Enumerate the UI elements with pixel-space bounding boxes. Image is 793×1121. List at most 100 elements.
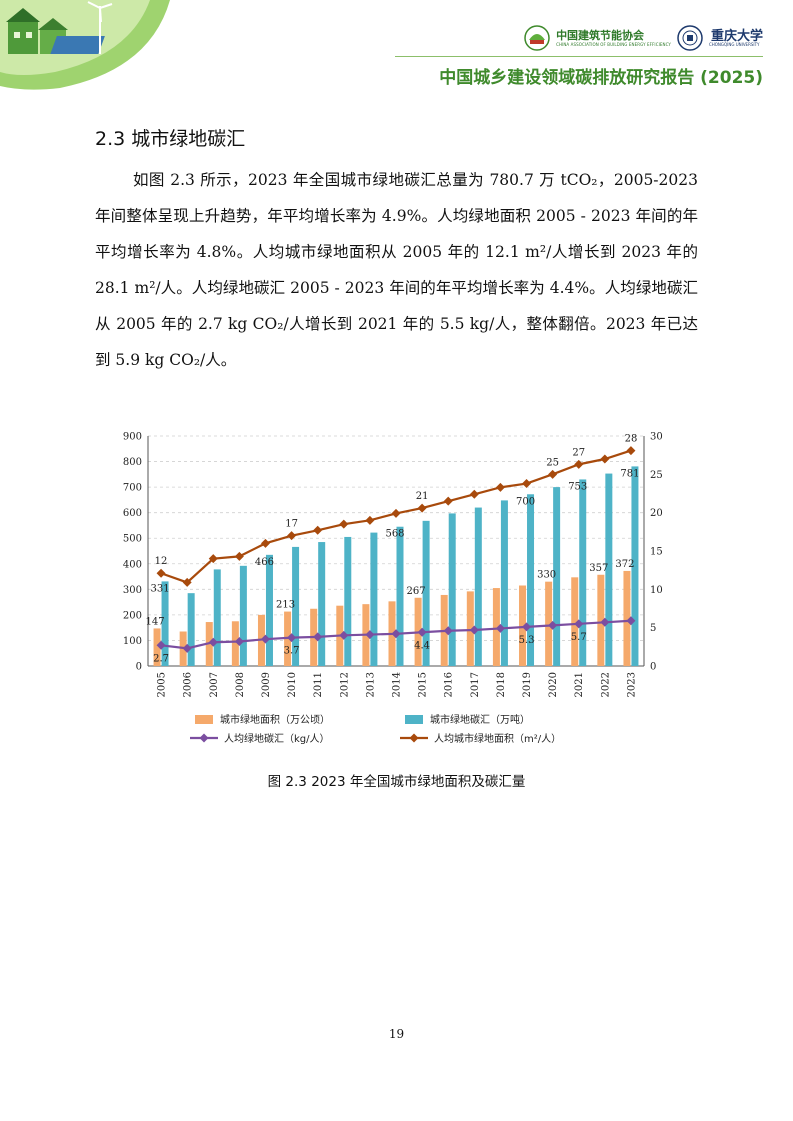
university-name: 重庆大学 bbox=[710, 28, 763, 44]
page-header: 中国建筑节能协会 CHINA ASSOCIATION OF BUILDING E… bbox=[0, 0, 793, 100]
left-tick-label: 0 bbox=[136, 662, 142, 673]
right-tick-label: 5 bbox=[650, 623, 656, 634]
percap-area-point bbox=[260, 538, 270, 548]
left-tick-label: 100 bbox=[123, 636, 142, 647]
area-data-label: 213 bbox=[276, 600, 295, 611]
percap-sink-point bbox=[260, 634, 270, 644]
bar-carbon-sink bbox=[318, 542, 326, 666]
area-data-label: 330 bbox=[537, 570, 556, 581]
percap-sink-point bbox=[156, 640, 166, 650]
bar-carbon-sink bbox=[579, 479, 587, 666]
percap-area-data-label: 27 bbox=[572, 447, 585, 458]
percap-area-data-label: 25 bbox=[546, 457, 559, 468]
percap-sink-point bbox=[443, 626, 453, 636]
right-tick-label: 15 bbox=[650, 547, 663, 558]
x-tick-label: 2015 bbox=[418, 672, 429, 697]
sink-data-label: 753 bbox=[568, 481, 587, 492]
percap-area-point bbox=[287, 531, 297, 541]
bar-carbon-sink bbox=[161, 581, 169, 666]
left-tick-label: 900 bbox=[123, 432, 142, 443]
bar-green-area bbox=[597, 574, 605, 666]
bar-carbon-sink bbox=[631, 466, 639, 666]
right-tick-label: 25 bbox=[650, 470, 663, 481]
x-tick-label: 2017 bbox=[470, 672, 481, 697]
percap-sink-point bbox=[600, 617, 610, 627]
legend-swatch-sink bbox=[405, 715, 423, 724]
legend-marker-percap-area bbox=[409, 733, 419, 743]
bar-green-area bbox=[623, 570, 631, 666]
right-tick-label: 0 bbox=[650, 662, 656, 673]
bar-carbon-sink bbox=[500, 500, 508, 666]
left-tick-label: 600 bbox=[123, 508, 142, 519]
left-tick-label: 700 bbox=[123, 483, 142, 494]
bar-carbon-sink bbox=[422, 520, 430, 666]
percap-sink-point bbox=[234, 636, 244, 646]
left-tick-label: 800 bbox=[123, 457, 142, 468]
right-tick-label: 20 bbox=[650, 508, 663, 519]
university-subtitle: CHONGQING UNIVERSITY bbox=[708, 41, 760, 47]
percap-sink-point bbox=[365, 630, 375, 640]
x-tick-label: 2020 bbox=[548, 672, 559, 697]
percap-sink-point bbox=[339, 630, 349, 640]
percap-area-point bbox=[313, 525, 323, 535]
percap-sink-point bbox=[469, 625, 479, 635]
percap-area-data-label: 12 bbox=[155, 556, 168, 567]
corner-illustration bbox=[0, 0, 170, 90]
left-tick-label: 400 bbox=[123, 559, 142, 570]
bar-carbon-sink bbox=[527, 494, 535, 666]
x-tick-label: 2009 bbox=[261, 672, 272, 697]
university-seal-icon bbox=[677, 25, 703, 51]
percap-area-point bbox=[626, 446, 636, 456]
x-tick-label: 2008 bbox=[235, 672, 246, 697]
x-tick-label: 2013 bbox=[365, 672, 376, 697]
bar-carbon-sink bbox=[239, 565, 247, 666]
org-text-block: 中国建筑节能协会 CHINA ASSOCIATION OF BUILDING E… bbox=[556, 30, 671, 47]
percap-area-point bbox=[469, 489, 479, 499]
uni-text-block: 重庆大学 CHONGQING UNIVERSITY bbox=[709, 30, 763, 47]
sink-data-label: 781 bbox=[620, 468, 639, 479]
x-tick-label: 2018 bbox=[496, 672, 507, 697]
bar-carbon-sink bbox=[292, 546, 300, 666]
left-tick-label: 300 bbox=[123, 585, 142, 596]
x-tick-label: 2007 bbox=[209, 672, 220, 697]
page-number: 19 bbox=[388, 1027, 405, 1041]
bar-carbon-sink bbox=[344, 536, 352, 666]
percap-sink-point bbox=[522, 622, 532, 632]
percap-area-point bbox=[522, 479, 532, 489]
bar-carbon-sink bbox=[265, 554, 273, 666]
right-tick-label: 10 bbox=[650, 585, 663, 596]
percap-sink-data-label: 3.7 bbox=[284, 646, 300, 657]
legend-swatch-area bbox=[195, 715, 213, 724]
figure-caption: 图 2.3 2023 年全国城市绿地面积及碳汇量 bbox=[267, 774, 526, 790]
percap-area-point bbox=[417, 503, 427, 513]
body-text: 如图 2.3 所示，2023 年全国城市绿地碳汇总量为 780.7 万 tCO₂… bbox=[95, 162, 698, 378]
percap-area-point bbox=[574, 459, 584, 469]
area-data-label: 267 bbox=[407, 586, 426, 597]
percap-sink-data-label: 5.7 bbox=[571, 632, 587, 643]
percap-area-point bbox=[495, 482, 505, 492]
x-tick-label: 2014 bbox=[392, 672, 403, 697]
percap-sink-point bbox=[182, 643, 192, 653]
x-tick-label: 2019 bbox=[522, 672, 533, 697]
left-tick-label: 200 bbox=[123, 610, 142, 621]
cabee-logo-icon bbox=[524, 25, 550, 51]
x-tick-label: 2022 bbox=[600, 672, 611, 697]
area-data-label: 147 bbox=[146, 616, 165, 627]
percap-area-point bbox=[548, 469, 558, 479]
bar-carbon-sink bbox=[370, 532, 378, 666]
percap-sink-point bbox=[574, 619, 584, 629]
sink-data-label: 466 bbox=[255, 557, 274, 568]
body-paragraph: 如图 2.3 所示，2023 年全国城市绿地碳汇总量为 780.7 万 tCO₂… bbox=[95, 171, 698, 369]
sink-data-label: 331 bbox=[151, 583, 170, 594]
x-tick-label: 2021 bbox=[574, 672, 585, 697]
bar-green-area bbox=[571, 577, 579, 666]
percap-area-point bbox=[600, 454, 610, 464]
sink-data-label: 568 bbox=[385, 529, 404, 540]
bar-green-area bbox=[466, 591, 474, 666]
bar-green-area bbox=[231, 621, 239, 666]
bar-green-area bbox=[545, 581, 553, 666]
percap-area-point bbox=[443, 496, 453, 506]
bar-carbon-sink bbox=[396, 526, 404, 666]
header-divider bbox=[395, 56, 763, 57]
x-tick-label: 2011 bbox=[313, 672, 324, 697]
